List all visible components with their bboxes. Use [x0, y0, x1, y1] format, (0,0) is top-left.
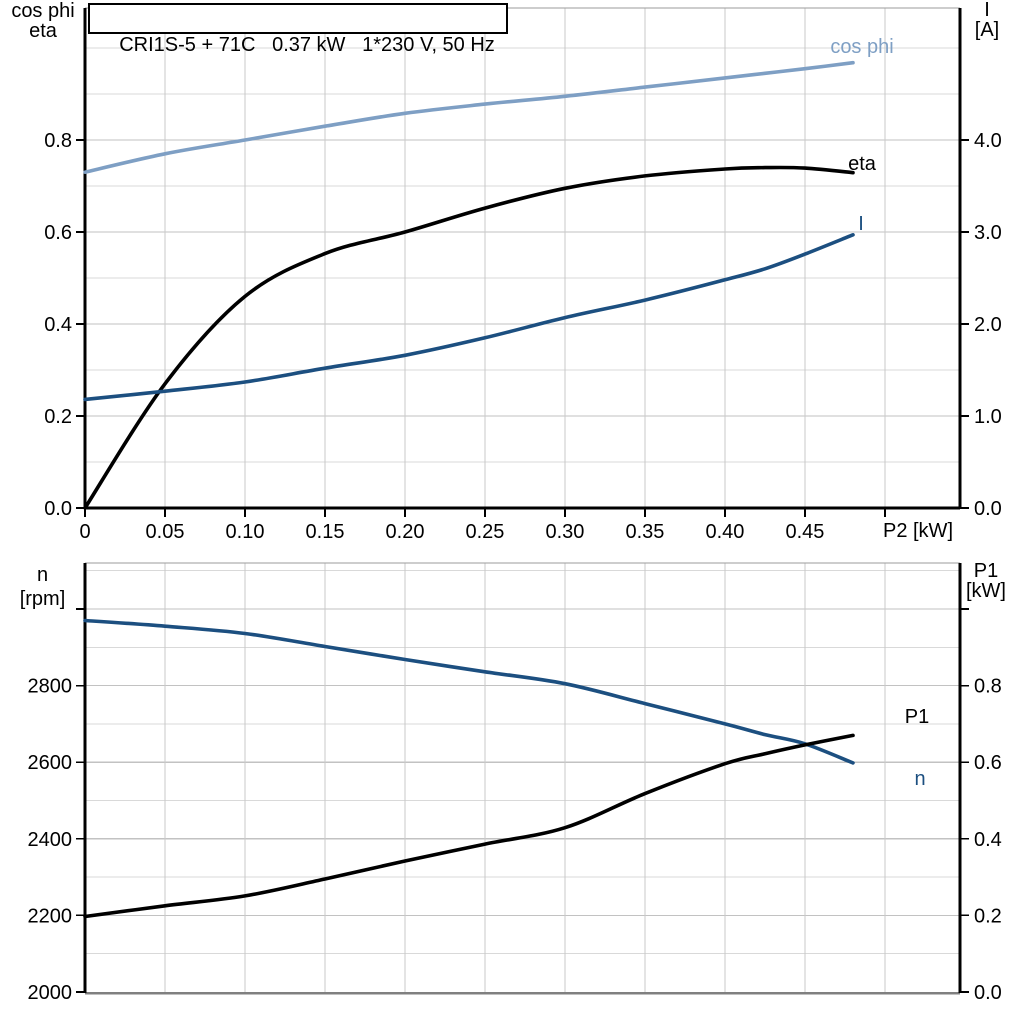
chart-title-box: CRI1S-5 + 71C 0.37 kW 1*230 V, 50 Hz [88, 3, 508, 56]
axis-title-p2: P2 [kW] [882, 520, 953, 542]
axis-title-cos-phi: cos phi [11, 0, 75, 22]
left-tick-label: 0.0 [44, 498, 72, 520]
top-chart: 0.0 0.2 0.4 0.6 0.8 0.0 1.0 2.0 3.0 4.0 0 0.05 0.10 0… [44, 7, 1002, 543]
bottom-chart: 2000 2200 2400 2600 2800 0.0 0.2 0.4 0.6 0.8 n P1 [28, 562, 1002, 1004]
bottom-right-axis-title: P1 [kW] [950, 561, 1022, 601]
curve-I [83, 233, 855, 402]
right-tick-label: 0.6 [974, 752, 1002, 774]
curve-label-P1: P1 [905, 706, 929, 728]
x-tick-label: 0.30 [546, 521, 585, 543]
x-tick-label: 0.20 [386, 521, 425, 543]
right-tick-label: 0.0 [974, 982, 1002, 1004]
axis-title-current: I [984, 0, 990, 21]
x-tick-label: 0.45 [785, 521, 824, 543]
curve-label-eta: eta [848, 153, 877, 175]
left-tick-label: 0.2 [44, 406, 72, 428]
curve-label-n: n [914, 768, 925, 790]
left-tick-label: 2400 [28, 829, 73, 851]
curve-label-I: I [858, 213, 864, 235]
left-tick-label: 0.6 [44, 222, 72, 244]
curve-cos-phi [83, 60, 855, 174]
x-tick-label: 0.40 [706, 521, 745, 543]
right-tick-label: 0.4 [974, 829, 1002, 851]
top-left-axis-title: cos phi eta [2, 1, 84, 41]
right-tick-label: 4.0 [974, 130, 1002, 152]
axis-title-speed: n [36, 564, 49, 586]
right-tick-label: 0.0 [974, 498, 1002, 520]
top-right-axis-title: I [A] [956, 0, 1018, 40]
left-tick-label: 0.8 [44, 130, 72, 152]
x-tick-label: 0 [79, 521, 90, 543]
left-tick-label: 2800 [28, 676, 73, 698]
x-tick-label: 0.25 [466, 521, 505, 543]
axis-title-p1-unit: [kW] [966, 580, 1006, 602]
left-tick-label: 0.4 [44, 314, 72, 336]
left-tick-label: 2000 [28, 982, 73, 1004]
curve-eta [83, 165, 855, 510]
axis-title-eta: eta [29, 20, 57, 42]
axis-title-current-unit: [A] [974, 19, 1000, 41]
bottom-left-axis-title: n [rpm] [0, 563, 85, 611]
left-tick-label: 2600 [28, 752, 73, 774]
axis-title-p1: P1 [973, 560, 999, 582]
x-tick-label: 0.05 [146, 521, 185, 543]
right-tick-label: 3.0 [974, 222, 1002, 244]
left-tick-label: 2200 [28, 905, 73, 927]
curve-n [83, 618, 855, 765]
right-tick-label: 2.0 [974, 314, 1002, 336]
x-axis-title: P2 [kW] [872, 521, 964, 541]
right-tick-label: 1.0 [974, 406, 1002, 428]
x-tick-label: 0.15 [306, 521, 345, 543]
x-tick-label: 0.10 [226, 521, 265, 543]
x-tick-label: 0.35 [626, 521, 665, 543]
right-tick-label: 0.8 [974, 676, 1002, 698]
curve-label-cos-phi: cos phi [830, 36, 893, 58]
axis-title-speed-unit: [rpm] [19, 588, 66, 610]
right-tick-label: 0.2 [974, 905, 1002, 927]
chart-title: CRI1S-5 + 71C 0.37 kW 1*230 V, 50 Hz [119, 34, 495, 56]
curve-P1 [83, 733, 855, 919]
